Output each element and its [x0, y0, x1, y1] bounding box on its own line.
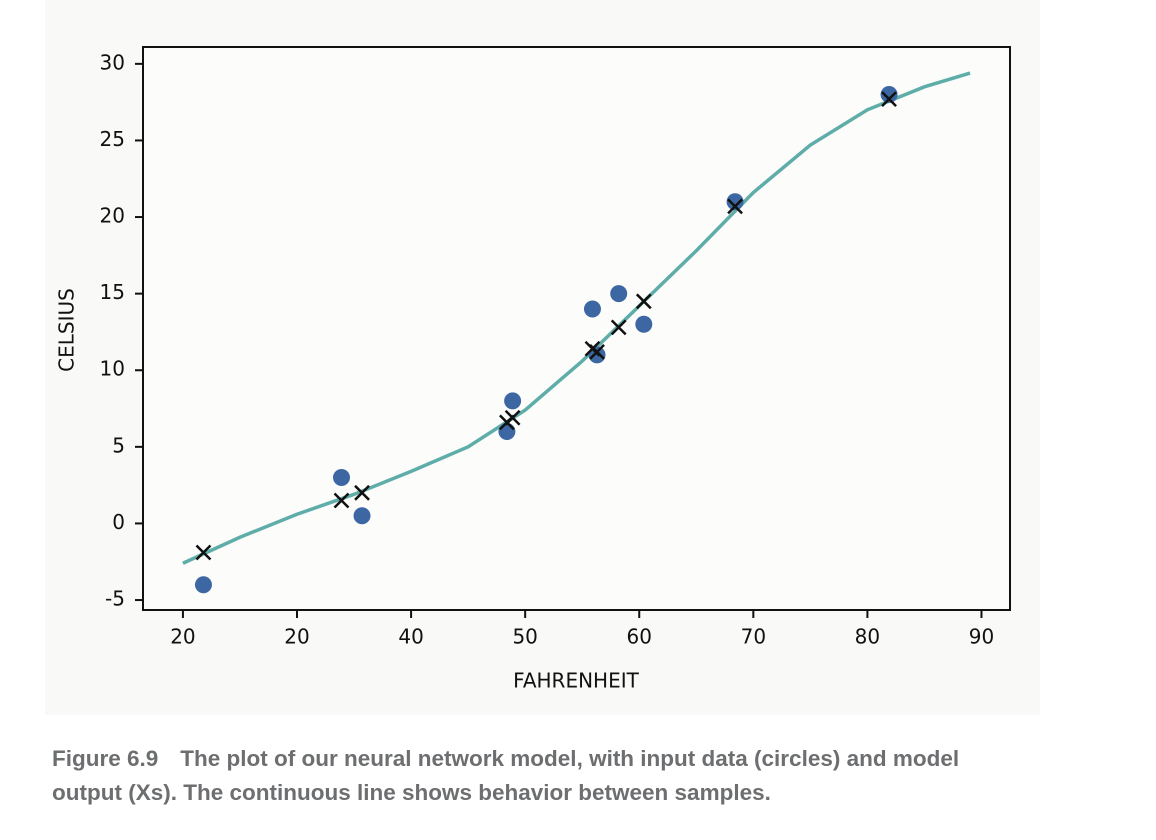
input-point [726, 193, 744, 211]
x-tick-label: 60 [627, 625, 652, 649]
x-axis-label: FAHRENHEIT [513, 669, 639, 693]
input-point [353, 507, 371, 525]
input-point [583, 300, 601, 318]
model-curve [182, 71, 971, 565]
chart: FAHRENHEIT CELSIUS -5 0 5 10 15 20 25 30 20 20 40 5… [54, 46, 1011, 693]
input-point [498, 423, 516, 441]
x-tick-label: 90 [969, 625, 994, 649]
y-tick-label: 25 [100, 127, 125, 151]
caption: Figure 6.9 The plot of our neural network… [52, 742, 1032, 810]
y-tick-label: 30 [100, 50, 125, 74]
plot-frame [142, 46, 1011, 611]
model-output-x [354, 484, 370, 501]
model-output-x [195, 544, 212, 561]
model-output-x [499, 414, 515, 431]
y-tick-label: 5 [112, 433, 125, 457]
input-point [194, 576, 212, 594]
y-tick-label: 0 [112, 510, 125, 534]
y-tick-label: 20 [100, 204, 125, 228]
model-output-x [727, 198, 743, 215]
input-point [504, 392, 522, 410]
model-output-x [589, 343, 605, 360]
input-point [635, 315, 653, 333]
x-tick-label: 20 [284, 625, 309, 649]
y-axis-label: CELSIUS [55, 288, 79, 372]
caption-label: Figure 6.9 [52, 746, 159, 771]
model-output-x [333, 492, 350, 509]
x-tick-label: 20 [170, 625, 195, 649]
x-tick-label: 70 [741, 625, 766, 649]
caption-text: The plot of our neural network model, wi… [52, 746, 960, 805]
model-output-x [610, 319, 627, 336]
x-tick-label: 50 [512, 625, 537, 649]
model-output-x [881, 91, 897, 107]
y-tick-label: -5 [105, 587, 125, 611]
input-point [880, 85, 898, 103]
input-point [332, 468, 350, 486]
y-tick-label: 10 [100, 357, 125, 381]
model-output-x [635, 293, 652, 310]
y-tick-label: 15 [100, 280, 125, 304]
input-point [610, 285, 628, 303]
x-tick-label: 40 [398, 625, 423, 649]
x-tick-label: 80 [855, 625, 880, 649]
